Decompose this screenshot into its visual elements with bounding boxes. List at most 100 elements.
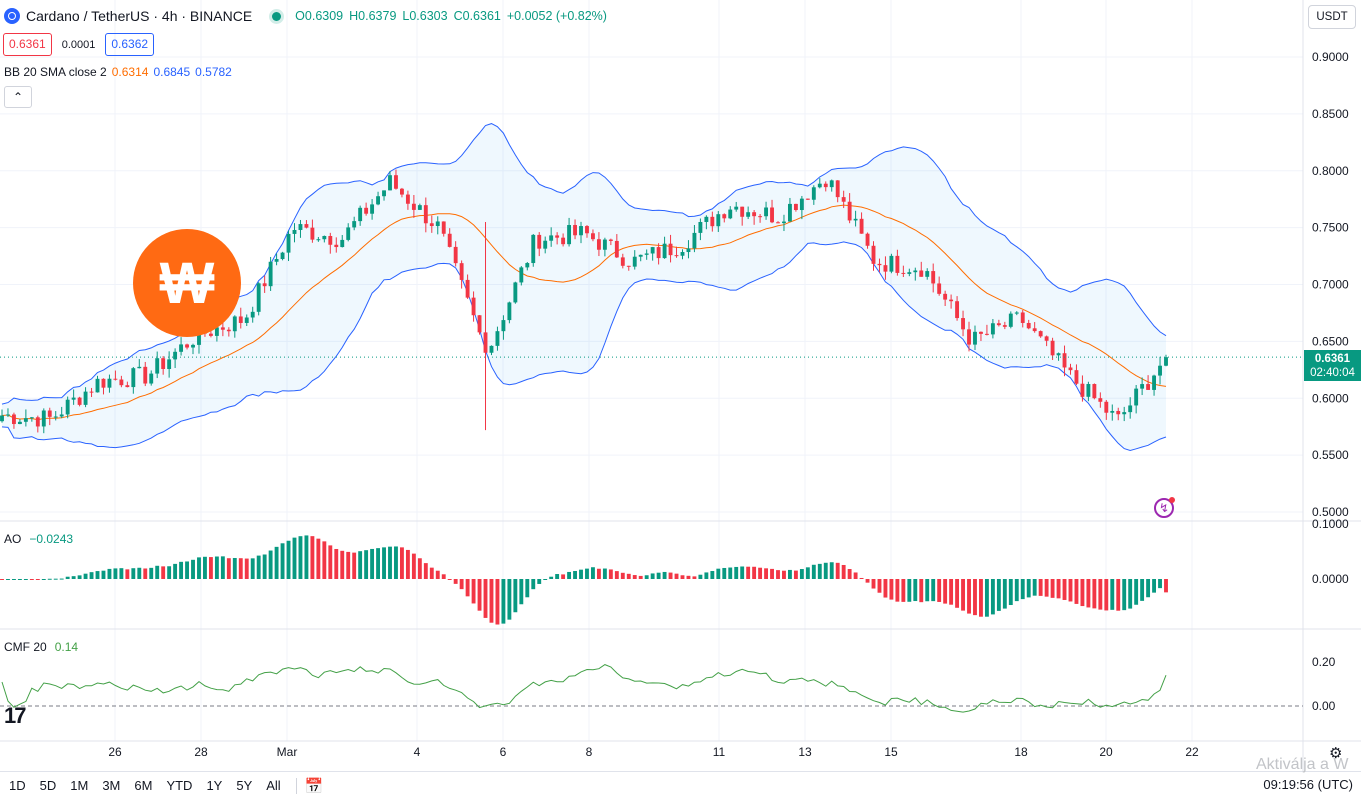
buy-button[interactable]: 0.6362 xyxy=(105,33,155,56)
cmf-legend[interactable]: CMF 20 0.14 xyxy=(4,640,78,654)
candle-body xyxy=(656,247,661,259)
ao-bar xyxy=(614,571,619,579)
ao-bar xyxy=(29,579,34,580)
ao-bar xyxy=(53,578,58,580)
candle-body xyxy=(465,279,470,298)
candle-body xyxy=(632,256,637,267)
candle-body xyxy=(149,373,154,384)
ao-bar xyxy=(89,572,94,579)
ao-bar xyxy=(232,557,237,579)
candle-body xyxy=(11,414,16,425)
ao-bar xyxy=(244,558,249,579)
candle-body xyxy=(405,194,410,204)
ohlc-values: O0.6309 H0.6379 L0.6303 C0.6361 +0.0052 … xyxy=(295,9,607,23)
timeframe-1d[interactable]: 1D xyxy=(9,778,26,793)
last-price-value: 0.6361 xyxy=(1314,353,1351,365)
ao-bar xyxy=(704,572,709,579)
candle-body xyxy=(561,237,566,245)
collapse-legend-button[interactable]: ⌃ xyxy=(4,86,32,108)
ao-tick-label: 0.0000 xyxy=(1312,572,1349,586)
ao-bar xyxy=(596,568,601,579)
ao-bar xyxy=(453,579,458,584)
ao-bar xyxy=(298,536,303,579)
candle-body xyxy=(984,333,989,335)
candle-body xyxy=(316,239,321,241)
ao-bar xyxy=(477,579,482,611)
bb-legend[interactable]: BB 20 SMA close 2 0.6314 0.6845 0.5782 xyxy=(4,65,232,79)
candle-body xyxy=(477,315,482,333)
candle-body xyxy=(602,239,607,250)
ao-bar xyxy=(280,543,285,579)
candle-body xyxy=(483,332,488,353)
symbol-title[interactable]: Cardano / TetherUS · 4h · BINANCE xyxy=(26,8,253,24)
gear-icon[interactable]: ⚙ xyxy=(1329,745,1343,762)
order-panel: 0.6361 0.0001 0.6362 xyxy=(3,33,155,56)
candle-body xyxy=(113,378,118,380)
ao-legend[interactable]: AO −0.0243 xyxy=(4,532,73,546)
timeframe-3m[interactable]: 3M xyxy=(102,778,121,793)
ao-bar xyxy=(125,569,130,579)
ao-bar xyxy=(137,567,142,579)
ao-bar xyxy=(519,579,524,605)
candle-body xyxy=(1164,357,1168,366)
candle-body xyxy=(1098,398,1103,402)
ao-bar xyxy=(322,541,327,579)
ao-bar xyxy=(352,552,357,579)
ao-bar xyxy=(328,545,333,579)
ao-bar xyxy=(1074,579,1079,604)
ao-bar xyxy=(149,567,154,579)
ao-bar xyxy=(191,559,195,579)
candle-body xyxy=(752,212,757,217)
candle-body xyxy=(1110,410,1115,413)
brand-logo-icon xyxy=(133,229,241,337)
ao-bar xyxy=(411,553,416,579)
ao-bar xyxy=(173,563,178,579)
ao-bar xyxy=(17,579,22,580)
candle-body xyxy=(519,267,524,283)
tradingview-logo[interactable]: 17 xyxy=(4,703,27,728)
timeframe-all[interactable]: All xyxy=(266,778,281,793)
currency-button[interactable]: USDT xyxy=(1308,5,1356,29)
ao-bar xyxy=(1146,579,1151,598)
flash-icon[interactable]: ↯ xyxy=(1154,497,1175,518)
candle-body xyxy=(889,255,894,272)
time-tick-label: 6 xyxy=(500,745,507,759)
ao-bar xyxy=(1098,579,1103,610)
candle-body xyxy=(823,183,828,188)
candle-body xyxy=(758,216,763,218)
candle-body xyxy=(990,323,995,335)
ao-bar xyxy=(417,558,422,579)
date-range-icon[interactable]: 📅 xyxy=(304,777,324,795)
ao-bar xyxy=(740,566,745,579)
ao-bar xyxy=(1152,579,1157,593)
ao-bar xyxy=(471,579,476,604)
timeframe-ytd[interactable]: YTD xyxy=(166,778,193,793)
timeframe-1y[interactable]: 1Y xyxy=(206,778,223,793)
candle-body xyxy=(268,261,273,287)
ao-bar xyxy=(1140,579,1145,601)
candle-body xyxy=(853,218,858,221)
clock[interactable]: 09:19:56 (UTC) xyxy=(1263,777,1353,792)
ao-bar xyxy=(197,557,201,579)
timeframe-5d[interactable]: 5D xyxy=(39,778,57,793)
timeframe-1m[interactable]: 1M xyxy=(70,778,89,793)
sell-button[interactable]: 0.6361 xyxy=(3,33,52,56)
ao-bar xyxy=(1158,579,1162,589)
timeframe-6m[interactable]: 6M xyxy=(134,778,153,793)
candle-body xyxy=(686,248,691,253)
candle-body xyxy=(883,265,888,272)
ao-bar xyxy=(507,579,512,620)
ao-bar xyxy=(262,554,267,579)
candle-body xyxy=(805,198,810,200)
ao-bar xyxy=(119,568,124,579)
price-tick-label: 0.6500 xyxy=(1312,334,1349,348)
ao-bar xyxy=(399,547,404,579)
bb-lower-line xyxy=(1,241,1167,452)
ao-bar xyxy=(41,579,46,580)
ao-bar xyxy=(59,578,64,580)
ao-bar xyxy=(274,546,279,579)
timeframe-5y[interactable]: 5Y xyxy=(236,778,253,793)
ao-bar xyxy=(847,569,852,579)
cmf-value: 0.14 xyxy=(54,640,79,654)
